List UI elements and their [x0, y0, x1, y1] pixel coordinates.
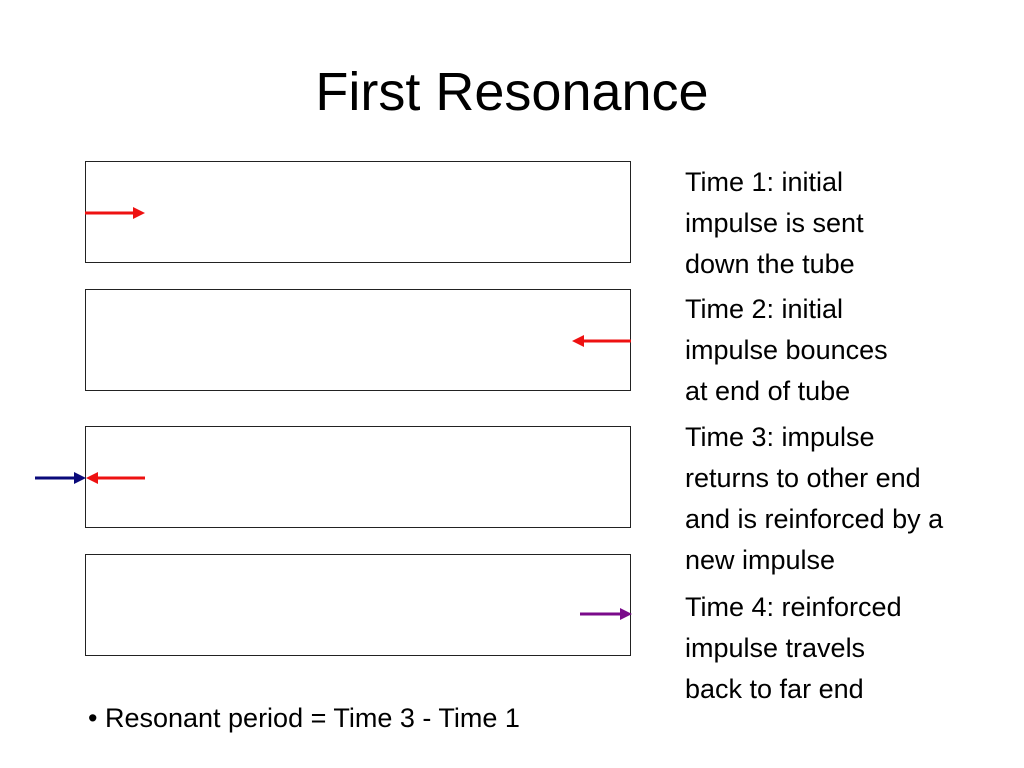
caption-line: at end of tube: [685, 376, 851, 406]
arrow-time-3-new-impulse-icon: [35, 472, 86, 484]
arrow-time-3-impulse-icon: [86, 472, 145, 484]
caption-line: Time 3: impulse: [685, 422, 875, 452]
arrow-time-2-impulse-icon: [572, 335, 631, 347]
caption-time-3: Time 3: impulse returns to other end and…: [685, 417, 1015, 581]
caption-time-1: Time 1: initial impulse is sent down the…: [685, 162, 1015, 285]
resonant-period-bullet: • Resonant period = Time 3 - Time 1: [88, 703, 520, 733]
caption-line: returns to other end: [685, 463, 921, 493]
caption-time-4: Time 4: reinforced impulse travels back …: [685, 587, 1015, 710]
caption-line: impulse bounces: [685, 335, 888, 365]
tube-time-4: [85, 554, 631, 656]
slide-title: First Resonance: [315, 62, 709, 122]
tube-time-2: [85, 289, 631, 391]
caption-line: impulse is sent: [685, 208, 864, 238]
arrow-time-4-reinforced-icon: [580, 608, 632, 620]
caption-line: Time 1: initial: [685, 167, 844, 197]
caption-line: new impulse: [685, 545, 836, 575]
caption-line: Time 2: initial: [685, 294, 844, 324]
tube-time-3: [85, 426, 631, 528]
tube-time-1: [85, 161, 631, 263]
caption-line: impulse travels: [685, 633, 866, 663]
caption-line: and is reinforced by a: [685, 504, 944, 534]
arrow-time-1-impulse-icon: [85, 207, 145, 219]
caption-time-2: Time 2: initial impulse bounces at end o…: [685, 289, 1015, 412]
caption-line: down the tube: [685, 249, 855, 279]
caption-line: Time 4: reinforced: [685, 592, 902, 622]
caption-line: back to far end: [685, 674, 864, 704]
